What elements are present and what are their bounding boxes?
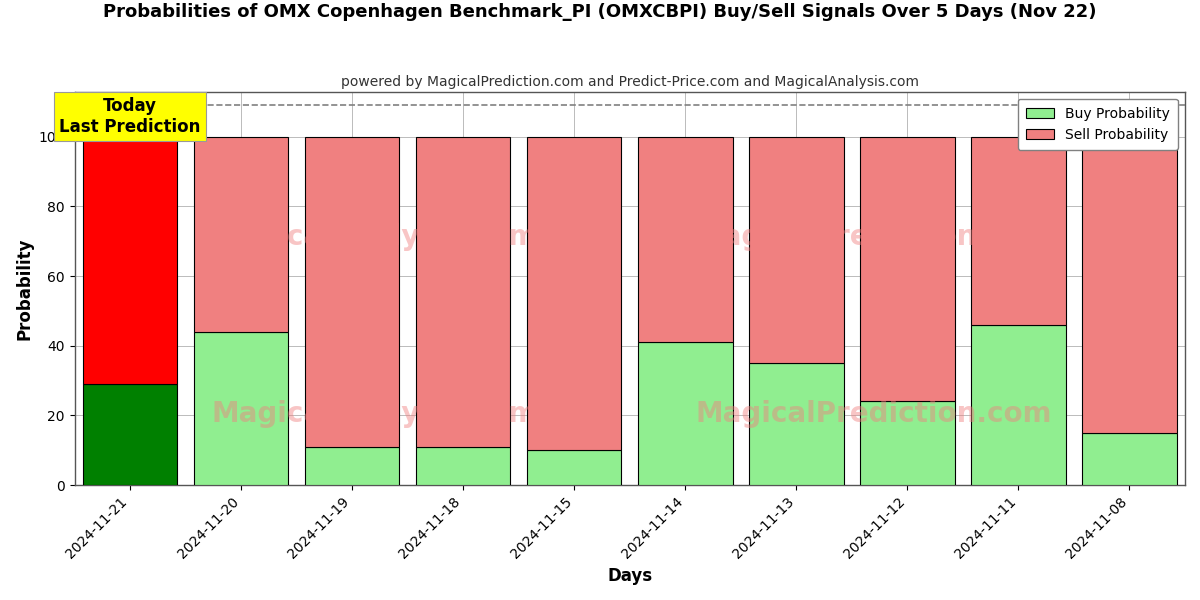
- Bar: [971, 137, 1066, 325]
- Bar: [83, 384, 178, 485]
- Text: MagicalPrediction.com: MagicalPrediction.com: [696, 223, 1052, 251]
- Bar: [971, 325, 1066, 485]
- Text: MagicalAnalysis.com: MagicalAnalysis.com: [211, 400, 538, 428]
- Bar: [1082, 137, 1177, 433]
- Bar: [860, 137, 955, 401]
- Bar: [305, 137, 400, 447]
- Bar: [860, 401, 955, 485]
- Bar: [638, 342, 732, 485]
- Bar: [1082, 433, 1177, 485]
- Bar: [305, 447, 400, 485]
- Legend: Buy Probability, Sell Probability: Buy Probability, Sell Probability: [1018, 98, 1178, 150]
- Bar: [83, 137, 178, 384]
- Bar: [638, 137, 732, 342]
- Y-axis label: Probability: Probability: [16, 237, 34, 340]
- Bar: [416, 137, 510, 447]
- Bar: [194, 137, 288, 332]
- Text: Today
Last Prediction: Today Last Prediction: [60, 97, 200, 136]
- X-axis label: Days: Days: [607, 567, 653, 585]
- Bar: [527, 137, 622, 450]
- Bar: [749, 137, 844, 363]
- Bar: [194, 332, 288, 485]
- Bar: [527, 450, 622, 485]
- Bar: [749, 363, 844, 485]
- Text: Probabilities of OMX Copenhagen Benchmark_PI (OMXCBPI) Buy/Sell Signals Over 5 D: Probabilities of OMX Copenhagen Benchmar…: [103, 3, 1097, 21]
- Text: MagicalAnalysis.com: MagicalAnalysis.com: [211, 223, 538, 251]
- Bar: [416, 447, 510, 485]
- Title: powered by MagicalPrediction.com and Predict-Price.com and MagicalAnalysis.com: powered by MagicalPrediction.com and Pre…: [341, 75, 919, 89]
- Text: MagicalPrediction.com: MagicalPrediction.com: [696, 400, 1052, 428]
